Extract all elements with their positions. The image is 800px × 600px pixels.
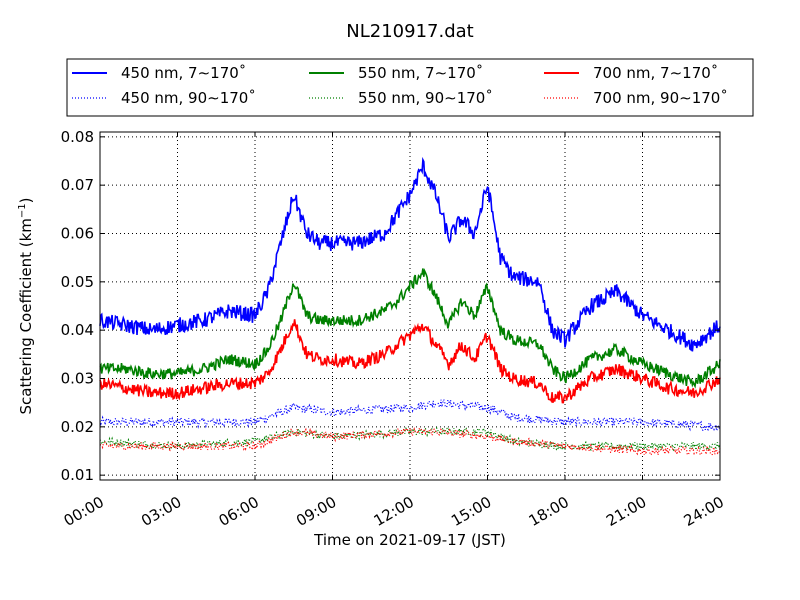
legend: 450 nm, 7∼170˚ 550 nm, 7∼170˚ 700 nm, 7∼17… bbox=[72, 64, 728, 107]
y-axis-label: Scattering Coefficient (km−1) bbox=[17, 197, 35, 414]
y-tick-label: 0.07 bbox=[61, 176, 94, 194]
x-tick-label: 00:00 bbox=[61, 493, 107, 530]
x-tick-label: 21:00 bbox=[603, 493, 649, 530]
x-tick-label: 09:00 bbox=[293, 493, 339, 530]
y-tick-label: 0.06 bbox=[61, 225, 94, 243]
series-line-4 bbox=[99, 425, 721, 452]
series-line-5 bbox=[99, 426, 721, 456]
x-tick-label: 24:00 bbox=[681, 493, 727, 530]
y-axis-label-main: Scattering Coefficient (km bbox=[17, 218, 35, 414]
legend-label: 700 nm, 7∼170˚ bbox=[593, 64, 718, 82]
y-axis-label-close: ) bbox=[17, 197, 35, 203]
y-tick-label: 0.05 bbox=[61, 273, 94, 291]
legend-label: 450 nm, 90∼170˚ bbox=[121, 89, 256, 107]
legend-label: 550 nm, 90∼170˚ bbox=[358, 89, 493, 107]
legend-label: 450 nm, 7∼170˚ bbox=[121, 64, 246, 82]
series-layer bbox=[99, 156, 721, 456]
x-tick-label: 15:00 bbox=[448, 493, 494, 530]
y-axis-label-exponent: −1 bbox=[17, 203, 28, 218]
series-line-0 bbox=[99, 156, 721, 352]
x-tick-label: 03:00 bbox=[138, 493, 184, 530]
legend-label: 700 nm, 90∼170˚ bbox=[593, 89, 728, 107]
x-tick-label: 18:00 bbox=[526, 493, 572, 530]
y-tick-label: 0.04 bbox=[61, 321, 94, 339]
y-tick-label: 0.03 bbox=[61, 370, 94, 388]
chart-title: NL210917.dat bbox=[346, 21, 473, 42]
x-axis-label: Time on 2021-09-17 (JST) bbox=[313, 531, 506, 549]
x-tick-label: 12:00 bbox=[371, 493, 417, 530]
y-tick-label: 0.01 bbox=[61, 466, 94, 484]
legend-label: 550 nm, 7∼170˚ bbox=[358, 64, 483, 82]
x-tick-label: 06:00 bbox=[216, 493, 262, 530]
series-line-2 bbox=[99, 319, 721, 404]
legend-box bbox=[66, 58, 754, 117]
y-tick-label: 0.02 bbox=[61, 418, 94, 436]
y-tick-label: 0.08 bbox=[61, 128, 94, 146]
series-line-1 bbox=[99, 268, 721, 389]
grid bbox=[100, 132, 720, 480]
